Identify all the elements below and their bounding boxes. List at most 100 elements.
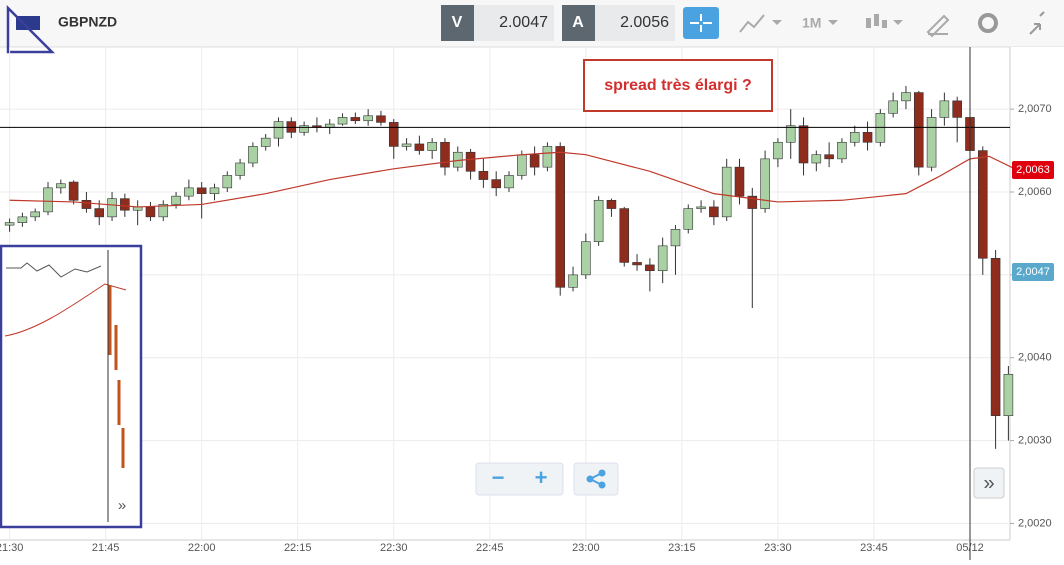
x-tick-label: 23:00 bbox=[572, 542, 600, 554]
dropdown bbox=[893, 20, 903, 25]
share-dot bbox=[598, 469, 606, 477]
candle-body bbox=[939, 100, 950, 118]
bid-box[interactable] bbox=[474, 5, 554, 41]
y-tick-label: 2,0060 bbox=[1018, 186, 1052, 198]
inset-ma bbox=[4, 283, 127, 337]
candle-body bbox=[491, 179, 501, 189]
candle-body bbox=[901, 92, 911, 102]
candle-body bbox=[401, 143, 412, 147]
candle-body bbox=[504, 175, 514, 189]
share-dot bbox=[598, 481, 606, 489]
x-tick-label: 23:30 bbox=[764, 542, 792, 554]
ask-label: A bbox=[572, 14, 584, 31]
x-tick-label: 22:15 bbox=[284, 542, 312, 554]
share-button[interactable] bbox=[573, 462, 619, 496]
candle-body bbox=[593, 199, 604, 243]
candle-body bbox=[849, 132, 860, 143]
timeframe[interactable]: 1M bbox=[802, 15, 821, 31]
inset-next: » bbox=[118, 497, 126, 514]
bid-label-box[interactable] bbox=[441, 5, 474, 41]
candle-body bbox=[657, 245, 668, 272]
bid-label: V bbox=[452, 14, 463, 31]
candle-body bbox=[81, 199, 92, 209]
candle-body bbox=[17, 216, 28, 223]
x-tick-label: 23:15 bbox=[668, 542, 696, 554]
annotation: spread très élargi ? bbox=[604, 77, 752, 94]
chart-type-icon[interactable] bbox=[739, 14, 765, 33]
candle-body bbox=[747, 195, 758, 209]
candle-body bbox=[811, 154, 822, 164]
candle-body bbox=[56, 183, 66, 189]
moving-average bbox=[9, 151, 1016, 208]
annotation-box bbox=[583, 59, 773, 112]
candle-body bbox=[209, 187, 220, 194]
price-tag-label: 2,0063 bbox=[1016, 164, 1050, 176]
settings-icon[interactable] bbox=[978, 13, 998, 33]
candle-body bbox=[414, 143, 425, 151]
candle-body bbox=[568, 274, 578, 288]
candle-body bbox=[773, 141, 783, 160]
candle-body bbox=[645, 264, 655, 272]
crosshair-button[interactable] bbox=[683, 7, 719, 39]
candle-body bbox=[1003, 373, 1014, 417]
candle-body bbox=[235, 162, 245, 176]
price-tag bbox=[1012, 161, 1054, 179]
candle-body bbox=[952, 100, 962, 118]
candle-body bbox=[862, 132, 873, 143]
x-tick-label: 21:45 bbox=[92, 542, 120, 554]
candle-body bbox=[517, 154, 527, 176]
y-tick-label: 2,0070 bbox=[1018, 103, 1052, 115]
bid-price: 2.0047 bbox=[499, 14, 548, 31]
price-tag-label: 2,0047 bbox=[1016, 266, 1050, 278]
candle-body bbox=[978, 150, 988, 259]
candle-body bbox=[465, 151, 476, 172]
candle-body bbox=[363, 115, 373, 122]
candle-body bbox=[30, 211, 40, 218]
x-tick-label: 22:45 bbox=[476, 542, 504, 554]
candle-body bbox=[913, 92, 924, 168]
symbol: GBPNZD bbox=[58, 14, 117, 30]
collapse-icon[interactable] bbox=[1029, 11, 1045, 35]
candle-body bbox=[145, 206, 156, 218]
ask-label-box[interactable] bbox=[562, 5, 595, 41]
dropdown bbox=[772, 20, 782, 25]
candle-body bbox=[337, 117, 348, 125]
zoom-out[interactable]: − bbox=[492, 465, 505, 490]
candle-body bbox=[299, 125, 309, 133]
draw-icon[interactable] bbox=[926, 14, 950, 38]
candle-body bbox=[427, 141, 437, 151]
ask-box[interactable] bbox=[595, 5, 675, 41]
candle-body bbox=[440, 141, 450, 168]
candle-body bbox=[4, 222, 15, 226]
candle-body bbox=[606, 199, 617, 209]
plot: 2,00202,00302,00402,00502,00602,007021:3… bbox=[0, 47, 1064, 560]
zoom-group bbox=[475, 462, 564, 496]
dropdown bbox=[828, 20, 838, 25]
candle-body bbox=[388, 122, 399, 147]
candle-body bbox=[721, 166, 732, 218]
candle-body bbox=[376, 115, 386, 123]
y-tick-label: 2,0030 bbox=[1018, 434, 1052, 446]
candle-body bbox=[785, 125, 796, 143]
candle-icon[interactable] bbox=[866, 14, 887, 28]
candle-body bbox=[196, 187, 207, 194]
candle-body bbox=[709, 206, 719, 218]
candle-body bbox=[94, 208, 105, 218]
candle-body bbox=[478, 170, 489, 180]
candle-body bbox=[632, 262, 642, 266]
share-dot bbox=[586, 475, 594, 483]
candle-body bbox=[184, 187, 194, 197]
candle-body bbox=[222, 175, 233, 189]
candle-body bbox=[990, 257, 1001, 417]
candle-body bbox=[273, 121, 284, 139]
candle-body bbox=[696, 206, 706, 209]
axis-panel bbox=[1010, 47, 1064, 560]
y-tick-label: 2,0040 bbox=[1018, 352, 1052, 364]
candle-body bbox=[670, 228, 681, 247]
flag bbox=[16, 16, 40, 30]
candle-body bbox=[107, 198, 117, 218]
zoom-in[interactable]: + bbox=[535, 465, 548, 490]
next-button[interactable] bbox=[973, 467, 1005, 499]
candle-body bbox=[68, 181, 79, 201]
